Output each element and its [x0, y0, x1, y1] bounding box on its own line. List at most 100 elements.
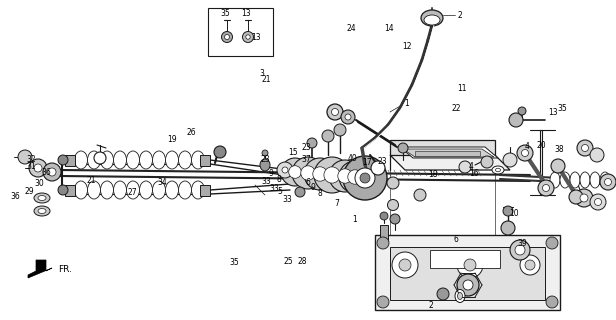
Text: 9: 9 — [310, 183, 315, 192]
Text: 13: 13 — [548, 108, 558, 117]
Circle shape — [281, 158, 309, 186]
Bar — [540, 130, 542, 195]
Text: 8: 8 — [277, 175, 282, 184]
Text: 2: 2 — [429, 301, 434, 310]
Bar — [200, 155, 210, 166]
Ellipse shape — [139, 151, 153, 169]
Circle shape — [399, 259, 411, 271]
Circle shape — [377, 237, 389, 249]
Circle shape — [289, 166, 301, 178]
Circle shape — [327, 104, 343, 120]
Text: 32: 32 — [26, 155, 36, 164]
Text: 40: 40 — [348, 154, 358, 163]
Circle shape — [582, 145, 588, 151]
Bar — [380, 225, 388, 243]
Text: 27: 27 — [128, 188, 137, 197]
Bar — [415, 151, 480, 156]
Polygon shape — [28, 260, 52, 278]
Circle shape — [34, 164, 42, 172]
Text: 17: 17 — [362, 158, 371, 167]
Text: 35: 35 — [229, 258, 239, 267]
Text: 20: 20 — [536, 141, 546, 150]
Text: 38: 38 — [554, 145, 564, 154]
Ellipse shape — [495, 168, 500, 172]
Circle shape — [351, 163, 379, 191]
Circle shape — [503, 153, 517, 167]
Ellipse shape — [550, 172, 560, 188]
Ellipse shape — [424, 15, 440, 25]
Text: 15: 15 — [288, 148, 298, 157]
Ellipse shape — [87, 181, 100, 199]
Circle shape — [277, 162, 293, 178]
Circle shape — [510, 240, 530, 260]
Ellipse shape — [38, 209, 46, 213]
Ellipse shape — [38, 196, 46, 201]
Text: 36: 36 — [10, 192, 20, 201]
Ellipse shape — [260, 159, 270, 171]
Circle shape — [457, 274, 479, 296]
Circle shape — [301, 166, 315, 180]
Ellipse shape — [166, 181, 179, 199]
Circle shape — [546, 296, 558, 308]
Circle shape — [246, 35, 250, 39]
Text: 13: 13 — [241, 9, 251, 18]
Ellipse shape — [560, 172, 570, 188]
Circle shape — [313, 167, 327, 181]
Ellipse shape — [34, 193, 50, 203]
Bar — [65, 185, 75, 196]
Circle shape — [575, 189, 593, 207]
Text: 29: 29 — [24, 187, 34, 196]
Bar — [200, 185, 210, 196]
Circle shape — [604, 179, 612, 186]
Circle shape — [324, 167, 340, 183]
Circle shape — [538, 180, 554, 196]
Circle shape — [414, 189, 426, 201]
Circle shape — [292, 157, 324, 189]
Circle shape — [590, 148, 604, 162]
Circle shape — [307, 138, 317, 148]
Ellipse shape — [75, 151, 87, 169]
Ellipse shape — [421, 10, 443, 26]
Circle shape — [359, 171, 371, 183]
Circle shape — [58, 185, 68, 195]
Text: 21: 21 — [261, 75, 271, 84]
Circle shape — [262, 150, 268, 156]
Text: 7: 7 — [334, 199, 339, 208]
Circle shape — [360, 173, 370, 183]
Text: 39: 39 — [517, 239, 527, 248]
Text: 19: 19 — [168, 135, 177, 144]
Ellipse shape — [458, 292, 463, 300]
Polygon shape — [403, 149, 494, 157]
Text: 11: 11 — [457, 84, 467, 93]
Circle shape — [334, 124, 346, 136]
Text: 35: 35 — [557, 104, 567, 113]
Circle shape — [551, 159, 565, 173]
Circle shape — [463, 280, 473, 290]
Text: 6: 6 — [306, 178, 310, 187]
Text: 35: 35 — [220, 9, 230, 18]
Ellipse shape — [153, 151, 166, 169]
Ellipse shape — [126, 181, 139, 199]
Circle shape — [371, 161, 385, 175]
Circle shape — [600, 174, 616, 190]
Text: 23: 23 — [302, 143, 312, 152]
Circle shape — [569, 190, 583, 204]
Ellipse shape — [100, 151, 113, 169]
Circle shape — [355, 168, 375, 188]
Circle shape — [580, 194, 588, 202]
Circle shape — [543, 185, 549, 191]
Ellipse shape — [455, 290, 465, 302]
Circle shape — [214, 146, 226, 158]
Polygon shape — [390, 140, 495, 155]
Text: 24: 24 — [346, 24, 356, 33]
Circle shape — [304, 158, 336, 190]
Circle shape — [329, 160, 361, 192]
Circle shape — [501, 221, 515, 235]
Text: 26: 26 — [186, 128, 196, 137]
Text: 1: 1 — [405, 99, 410, 108]
Text: 4: 4 — [524, 142, 529, 151]
Ellipse shape — [580, 172, 590, 188]
Circle shape — [314, 157, 350, 193]
Text: 23: 23 — [260, 155, 270, 164]
Bar — [430, 250, 500, 268]
